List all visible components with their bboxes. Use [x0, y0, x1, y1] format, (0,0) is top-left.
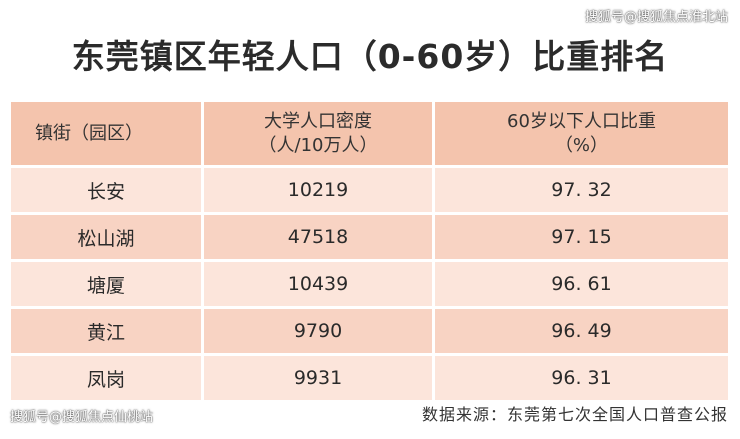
header-ratio: 60岁以下人口比重 （%） [435, 102, 728, 168]
ranking-table: 镇街（园区） 大学人口密度 （人/10万人） 60岁以下人口比重 （%） 长安 … [11, 102, 728, 403]
cell-town: 黄江 [11, 309, 204, 356]
table-header-row: 镇街（园区） 大学人口密度 （人/10万人） 60岁以下人口比重 （%） [11, 102, 728, 168]
cell-ratio: 96. 61 [435, 262, 728, 309]
cell-density: 10219 [204, 168, 435, 215]
header-ratio-label: 60岁以下人口比重 [507, 110, 656, 132]
cell-ratio: 96. 49 [435, 309, 728, 356]
cell-density: 9931 [204, 356, 435, 403]
cell-town: 凤岗 [11, 356, 204, 403]
table-row: 凤岗 9931 96. 31 [11, 356, 728, 403]
header-ratio-unit: （%） [554, 134, 609, 156]
header-town: 镇街（园区） [11, 102, 204, 168]
cell-ratio: 97. 15 [435, 215, 728, 262]
table-row: 长安 10219 97. 32 [11, 168, 728, 215]
cell-town: 松山湖 [11, 215, 204, 262]
header-density: 大学人口密度 （人/10万人） [204, 102, 435, 168]
cell-town: 塘厦 [11, 262, 204, 309]
header-density-label: 大学人口密度 [264, 110, 372, 132]
table-row: 黄江 9790 96. 49 [11, 309, 728, 356]
cell-ratio: 96. 31 [435, 356, 728, 403]
watermark-top: 搜狐号@搜狐焦点淮北站 [584, 10, 728, 25]
cell-ratio: 97. 32 [435, 168, 728, 215]
cell-density: 47518 [204, 215, 435, 262]
table-row: 塘厦 10439 96. 61 [11, 262, 728, 309]
cell-density: 10439 [204, 262, 435, 309]
watermark-bottom: 搜狐号@搜狐焦点仙桃站 [10, 410, 154, 425]
cell-town: 长安 [11, 168, 204, 215]
header-town-label: 镇街（园区） [35, 122, 143, 144]
header-density-unit: （人/10万人） [258, 134, 378, 156]
table-row: 松山湖 47518 97. 15 [11, 215, 728, 262]
data-source-note: 数据来源：东莞第七次全国人口普查公报 [421, 405, 728, 424]
cell-density: 9790 [204, 309, 435, 356]
page-title: 东莞镇区年轻人口（0-60岁）比重排名 [71, 37, 669, 76]
